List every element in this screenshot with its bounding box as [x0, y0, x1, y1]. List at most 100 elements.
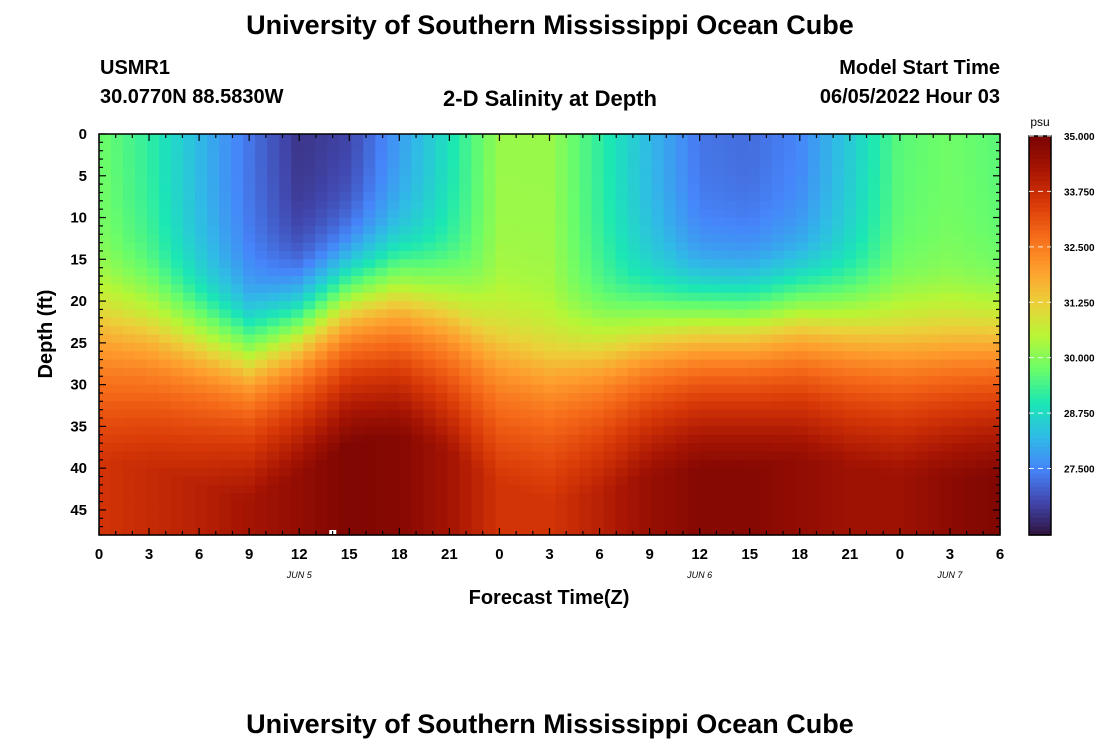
heatmap-cell	[675, 409, 689, 419]
heatmap-cell	[747, 459, 761, 469]
heatmap-cell	[783, 167, 797, 177]
heatmap-cell	[975, 459, 989, 469]
heatmap-cell	[567, 476, 581, 486]
heatmap-cell	[471, 476, 485, 486]
heatmap-cell	[351, 334, 364, 344]
heatmap-cell	[567, 150, 581, 160]
heatmap-cell	[711, 401, 725, 411]
heatmap-cell	[279, 150, 292, 160]
heatmap-cell	[639, 484, 653, 494]
heatmap-cell	[315, 134, 328, 143]
heatmap-cell	[843, 359, 857, 369]
heatmap-cell	[399, 484, 412, 494]
heatmap-cell	[639, 443, 653, 453]
heatmap-cell	[675, 159, 689, 169]
heatmap-cell	[231, 484, 244, 494]
heatmap-cell	[579, 384, 593, 394]
heatmap-cell	[459, 434, 473, 444]
heatmap-cell	[975, 434, 989, 444]
heatmap-cell	[99, 134, 112, 143]
heatmap-cell	[171, 301, 184, 311]
heatmap-cell	[735, 159, 749, 169]
colorbar-band	[1029, 313, 1051, 319]
heatmap-cell	[747, 409, 761, 419]
heatmap-cell	[555, 434, 569, 444]
heatmap-cell	[231, 526, 244, 536]
heatmap-cell	[891, 250, 905, 260]
heatmap-cell	[867, 376, 881, 386]
heatmap-cell	[435, 401, 448, 411]
heatmap-cell	[903, 359, 917, 369]
heatmap-cell	[843, 376, 857, 386]
heatmap-cell	[195, 526, 208, 536]
heatmap-cell	[99, 501, 112, 511]
heatmap-cell	[651, 326, 665, 336]
heatmap-cell	[411, 476, 424, 486]
heatmap-cell	[651, 476, 665, 486]
heatmap-cell	[471, 250, 485, 260]
heatmap-cell	[723, 443, 737, 453]
heatmap-cell	[651, 234, 665, 244]
heatmap-cell	[375, 392, 388, 402]
heatmap-cell	[879, 250, 893, 260]
heatmap-cell	[411, 526, 424, 536]
heatmap-cell	[783, 476, 797, 486]
heatmap-cell	[195, 225, 208, 235]
heatmap-cell	[387, 392, 400, 402]
heatmap-cell	[543, 443, 557, 453]
heatmap-cell	[243, 493, 256, 503]
heatmap-cell	[363, 200, 376, 210]
heatmap-cell	[711, 159, 725, 169]
heatmap-cell	[891, 267, 905, 277]
heatmap-cell	[651, 443, 665, 453]
heatmap-cell	[219, 167, 232, 177]
heatmap-cell	[519, 418, 533, 427]
heatmap-cell	[903, 175, 917, 185]
heatmap-cell	[291, 451, 304, 461]
heatmap-cell	[399, 284, 412, 294]
heatmap-cell	[807, 184, 821, 194]
heatmap-cell	[675, 167, 689, 177]
heatmap-cell	[123, 509, 136, 519]
heatmap-cell	[615, 509, 629, 519]
heatmap-cell	[651, 501, 665, 511]
heatmap-cell	[531, 167, 545, 177]
heatmap-cell	[183, 426, 196, 436]
heatmap-cell	[447, 426, 460, 436]
heatmap-cell	[567, 259, 581, 269]
heatmap-cell	[903, 493, 917, 503]
heatmap-cell	[867, 276, 881, 285]
heatmap-cell	[447, 468, 460, 478]
heatmap-cell	[639, 468, 653, 478]
heatmap-cell	[543, 192, 557, 202]
heatmap-cell	[519, 217, 533, 227]
heatmap-cell	[807, 159, 821, 169]
heatmap-cell	[927, 392, 941, 402]
heatmap-cell	[279, 459, 292, 469]
heatmap-cell	[591, 367, 605, 377]
heatmap-cell	[723, 150, 737, 160]
heatmap-cell	[99, 409, 112, 419]
heatmap-cell	[723, 292, 737, 302]
heatmap-cell	[543, 468, 557, 478]
heatmap-cell	[483, 317, 497, 327]
heatmap-cell	[759, 468, 773, 478]
heatmap-cell	[171, 384, 184, 394]
heatmap-cell	[987, 317, 1001, 327]
heatmap-cell	[819, 426, 833, 436]
heatmap-cell	[759, 134, 773, 143]
heatmap-cell	[891, 301, 905, 311]
heatmap-cell	[903, 409, 917, 419]
colorbar-band	[1029, 464, 1051, 470]
heatmap-cell	[771, 367, 785, 377]
heatmap-cell	[411, 134, 424, 143]
heatmap-cell	[903, 225, 917, 235]
heatmap-cell	[291, 392, 304, 402]
heatmap-cell	[255, 292, 268, 302]
heatmap-cell	[807, 409, 821, 419]
heatmap-cell	[411, 225, 424, 235]
heatmap-cell	[231, 367, 244, 377]
heatmap-cell	[387, 434, 400, 444]
heatmap-cell	[411, 175, 424, 185]
heatmap-cell	[507, 367, 521, 377]
